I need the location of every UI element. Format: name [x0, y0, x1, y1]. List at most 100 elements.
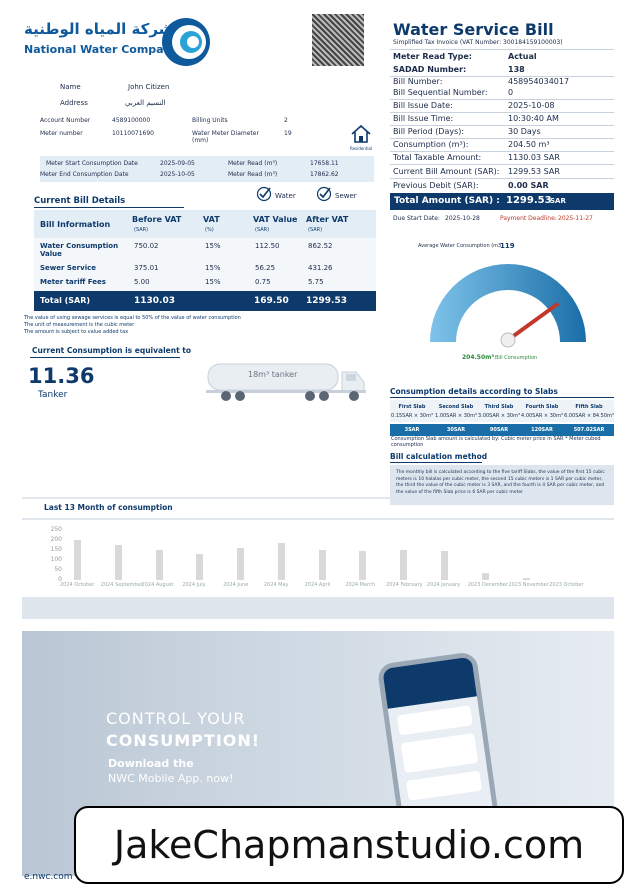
bill-info-value: 1299.53 SAR [508, 167, 560, 176]
bill-info-label: Total Taxable Amount: [393, 153, 482, 162]
home-icon [351, 124, 371, 143]
x-tick-label: 2023 December [467, 582, 508, 588]
y-tick-label: 150 [50, 546, 62, 553]
bill-info-row: Bill Issue Time: 10:30:40 AM [393, 114, 613, 123]
qr-code [312, 14, 364, 66]
end-read-label: Meter Read (m³) [228, 171, 278, 178]
bill-info-label: Bill Sequential Number: [393, 88, 488, 97]
note-vat: The amount is subject to value added tax [24, 329, 129, 335]
due-start: 2025-10-28 [445, 215, 480, 222]
bill-title: Water Service Bill [393, 20, 554, 39]
header-vat-value: VAT Value [253, 215, 298, 224]
slab-amount: 90SAR [489, 427, 509, 433]
x-tick-label: 2024 April [304, 582, 331, 588]
bill-info-row: Previous Debit (SAR): 0.00 SAR [393, 181, 613, 190]
chart-bar [481, 573, 489, 580]
bill-info-value: 458954034017 [508, 77, 570, 86]
total-amount-label: Total Amount (SAR) : [394, 196, 500, 206]
bill-info-label: Bill Issue Date: [393, 101, 453, 110]
note-unit: The unit of measurement is the cubic met… [24, 322, 135, 328]
start-read-label: Meter Read (m³) [228, 160, 278, 167]
equivalent-value: 11.36 [28, 364, 95, 388]
header-vat: VAT [203, 215, 220, 224]
x-tick-label: 2024 September [100, 582, 143, 588]
x-tick-label: 2024 May [263, 582, 289, 588]
y-tick-label: 200 [50, 536, 62, 543]
x-tick-label: 2024 February [386, 582, 423, 588]
y-tick-label: 250 [50, 526, 62, 533]
meter-reads-band [40, 156, 374, 182]
bill-info-row: SADAD Number: 138 [393, 65, 613, 74]
bill-total-before: 1130.03 [134, 296, 175, 306]
watermark: JakeChapmanstudio.com [74, 806, 624, 884]
chart-bar [441, 550, 448, 580]
slab-rate: 6.00SAR × 84.50m³ [564, 413, 614, 419]
bill-info-label: Bill Issue Time: [393, 114, 454, 123]
bill-total-row: Total (SAR) 1130.03 169.50 1299.53 [34, 291, 376, 311]
end-date-label: Meter End Consumption Date [40, 171, 129, 178]
tanker-label: 18m³ tanker [248, 370, 298, 379]
slab-name: Third Slab [484, 404, 514, 410]
bill-info-row: Bill Period (Days): 30 Days [393, 127, 613, 136]
bill-info-row: Meter Read Type: Actual [393, 52, 613, 61]
header-vat-unit: (%) [205, 227, 214, 233]
slab-name: Fifth Slab [575, 404, 603, 410]
bill-info-value: 204.50 m³ [508, 140, 550, 149]
water-label: Water [275, 192, 296, 200]
bill-info-value: 138 [508, 65, 525, 74]
address-label: Address [60, 99, 88, 107]
logo-arabic: شركة المياه الوطنية [24, 20, 174, 38]
end-date: 2025-10-05 [160, 171, 195, 178]
method-text: The monthly bill is calculated according… [396, 470, 605, 495]
slab-rate: 3.00SAR × 30m³ [478, 413, 520, 419]
equivalent-title: Current Consumption is equivalent to [32, 346, 191, 355]
x-tick-label: 2024 March [345, 582, 375, 588]
total-amount-unit: SAR [550, 197, 566, 205]
bill-row-vat: 15% [205, 278, 221, 286]
current-bill-title: Current Bill Details [34, 196, 126, 206]
billing-units-value: 2 [284, 117, 288, 124]
chart-bar [155, 549, 163, 580]
gauge-avg-value: 119 [500, 242, 515, 250]
chart-bar [196, 554, 204, 580]
bill-row-before-vat: 375.01 [134, 264, 159, 272]
header-after-vat-unit: (SAR) [308, 227, 323, 233]
chart-bar [522, 578, 530, 580]
slab-rate: 4.00SAR × 30m³ [521, 413, 563, 419]
note-sewage: The value of using sewage services is eq… [24, 315, 241, 321]
bill-row-vat-value: 0.75 [255, 278, 271, 286]
bill-total-label: Total (SAR) [40, 296, 91, 305]
x-tick-label: 2024 June [223, 582, 249, 588]
bill-info-row: Current Bill Amount (SAR): 1299.53 SAR [393, 167, 613, 176]
slab-amount: 30SAR [446, 427, 466, 433]
gauge-bill-value: 204.50m³ [462, 354, 495, 361]
bill-row-vat: 15% [205, 264, 221, 272]
bill-info-value: 1130.03 SAR [508, 153, 560, 162]
end-read: 17862.62 [310, 171, 339, 178]
bill-info-value: 10:30:40 AM [508, 114, 559, 123]
x-tick-label: 2024 October [60, 582, 95, 588]
bill-info-value: 30 Days [508, 127, 541, 136]
slabs-title: Consumption details according to Slabs [390, 387, 558, 396]
bill-subtitle: Simplified Tax Invoice (VAT Number: 3001… [393, 39, 563, 46]
banner-line4: NWC Mobile App. now! [108, 772, 234, 785]
y-tick-label: 50 [54, 566, 62, 573]
residential-label: Residential [350, 146, 373, 151]
footer-site[interactable]: e.nwc.com [24, 872, 73, 882]
nwc-logo-icon [162, 18, 210, 66]
bill-info-label: Bill Period (Days): [393, 127, 465, 136]
header-after-vat: After VAT [306, 215, 349, 224]
sewer-check-icon [316, 186, 332, 202]
chart-bar [400, 550, 408, 580]
chart-bar [237, 548, 245, 580]
bill-row-before-vat: 750.02 [134, 242, 159, 250]
slab-name: First Slab [398, 404, 426, 410]
bill-row-vat-value: 56.25 [255, 264, 276, 272]
bill-info-value: 0 [508, 88, 514, 97]
bill-row-before-vat: 5.00 [134, 278, 150, 286]
bill-row-after-vat: 862.52 [308, 242, 333, 250]
sewer-label: Sewer [335, 192, 357, 200]
slab-rate: 1.00SAR × 30m³ [435, 413, 477, 419]
chart-bar [277, 543, 285, 580]
logo-english: National Water Company [24, 43, 179, 56]
